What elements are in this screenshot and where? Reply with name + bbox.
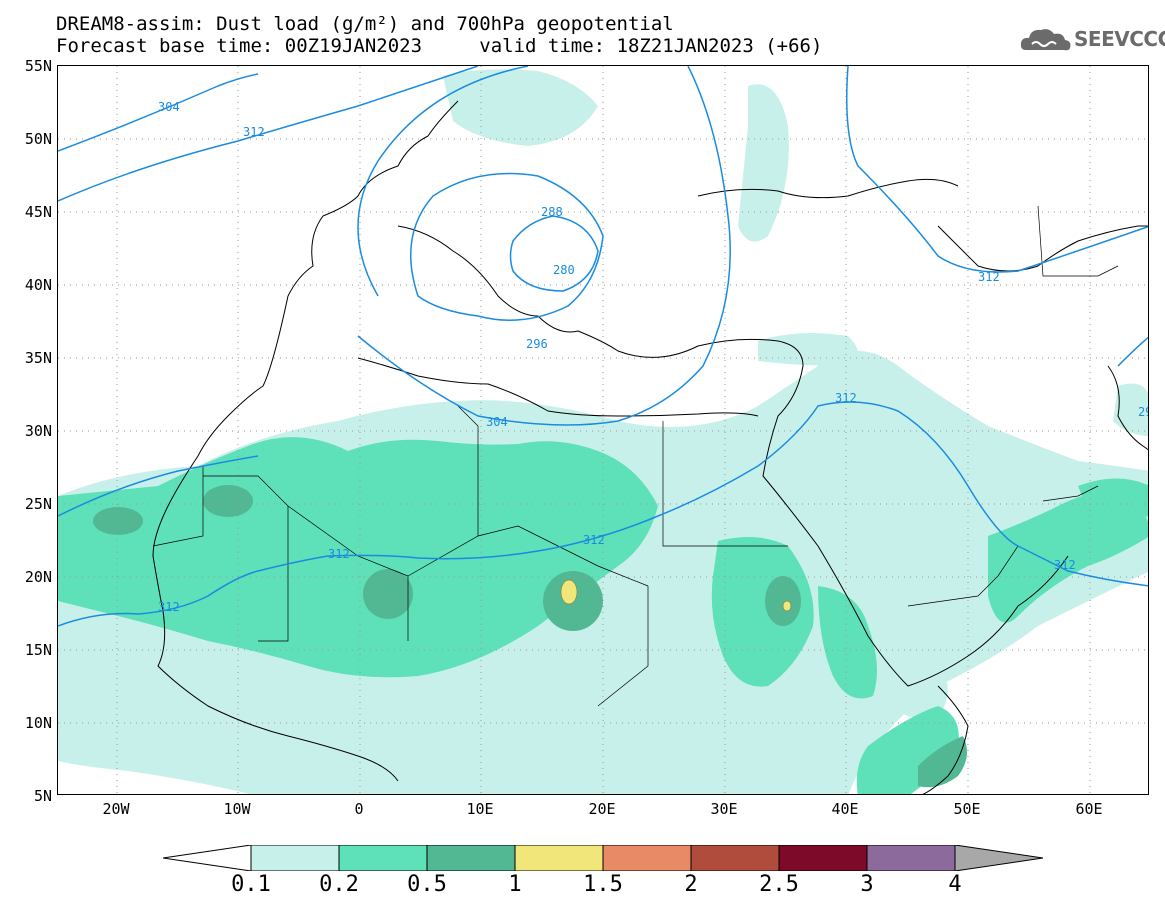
contour-labels: 304 312 288 280 296 304 312 312 312 312 …: [158, 100, 1149, 614]
contour-label: 280: [553, 263, 575, 277]
borders: [152, 205, 1119, 707]
colorbar-swatch: [866, 845, 956, 871]
lat-label: 35N: [24, 349, 52, 367]
colorbar-swatch: [426, 845, 516, 871]
lat-label: 10N: [24, 714, 52, 732]
map-panel: 304 312 288 280 296 304 312 312 312 312 …: [57, 65, 1149, 795]
lon-label: 20E: [588, 800, 616, 818]
colorbar-label: 0.5: [407, 872, 447, 897]
colorbar-swatch: [514, 845, 604, 871]
lon-label: 0: [354, 800, 364, 818]
colorbar-swatch: [778, 845, 868, 871]
lon-label: 60E: [1075, 800, 1103, 818]
seevccc-logo: SEEVCCC: [1018, 22, 1165, 58]
coastlines: [152, 100, 1148, 794]
colorbar-arrow-right: [954, 845, 1043, 871]
lat-label: 55N: [24, 57, 52, 75]
contour-label: 312: [328, 547, 350, 561]
lat-label: 50N: [24, 130, 52, 148]
valid-time: valid time: 18Z21JAN2023 (+66): [479, 35, 823, 57]
cloud-logo-icon: [1020, 29, 1071, 51]
map-canvas: 304 312 288 280 296 304 312 312 312 312 …: [58, 66, 1149, 794]
contour-label: 312: [835, 391, 857, 405]
contour-label: 304: [158, 100, 180, 114]
contour-label: 304: [486, 415, 508, 429]
lon-label: 40E: [831, 800, 859, 818]
colorbar-label: 1: [508, 872, 522, 897]
colorbar-label: 2: [684, 872, 698, 897]
colorbar-swatch: [602, 845, 692, 871]
colorbar-label: 2.5: [759, 872, 799, 897]
colorbar: [163, 845, 1043, 871]
colorbar-label: 3: [860, 872, 874, 897]
contour-label: 288: [541, 205, 563, 219]
map-subtitle: Forecast base time: 00Z19JAN2023 valid t…: [56, 35, 822, 57]
lat-label: 30N: [24, 422, 52, 440]
colorbar-swatch: [250, 845, 340, 871]
colorbar-label: 0.2: [319, 872, 359, 897]
logo-text: SEEVCCC: [1074, 27, 1165, 51]
colorbar-swatch: [690, 845, 780, 871]
contour-label: 296: [1138, 405, 1149, 419]
lat-label: 5N: [33, 787, 52, 805]
lon-label: 20W: [102, 800, 130, 818]
contour-label: 296: [526, 337, 548, 351]
graticule: [58, 66, 1148, 794]
colorbar-label: 0.1: [231, 872, 271, 897]
lon-label: 30E: [710, 800, 738, 818]
colorbar-arrow-left: [163, 845, 252, 871]
lat-label: 25N: [24, 495, 52, 513]
contour-label: 312: [1054, 558, 1076, 572]
lat-label: 45N: [24, 203, 52, 221]
dust-yellow-fill: [560, 579, 792, 612]
lon-label: 50E: [953, 800, 981, 818]
geopotential-contours: [58, 66, 1148, 627]
contour-label: 312: [158, 600, 180, 614]
colorbar-label: 1.5: [583, 872, 623, 897]
lat-label: 20N: [24, 568, 52, 586]
lat-label: 40N: [24, 276, 52, 294]
map-title: DREAM8-assim: Dust load (g/m²) and 700hP…: [56, 13, 674, 35]
contour-label: 312: [583, 533, 605, 547]
lon-label: 10E: [466, 800, 494, 818]
contour-label: 312: [243, 125, 265, 139]
colorbar-label: 4: [948, 872, 962, 897]
base-time: Forecast base time: 00Z19JAN2023: [56, 35, 423, 57]
lon-label: 10W: [223, 800, 251, 818]
colorbar-swatch: [338, 845, 428, 871]
lat-label: 15N: [24, 641, 52, 659]
contour-label: 312: [978, 270, 1000, 284]
